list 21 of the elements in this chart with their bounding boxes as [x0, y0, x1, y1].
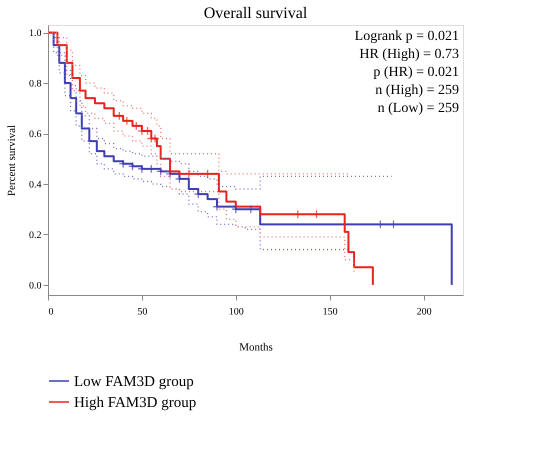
x-tick-label: 0: [48, 306, 54, 318]
y-tick-label: 1.0: [29, 28, 42, 40]
x-axis-title: Months: [239, 342, 273, 354]
annotation: n (High) = 259: [375, 83, 459, 98]
x-tick-label: 200: [416, 306, 432, 318]
legend-label: High FAM3D group: [74, 395, 196, 411]
annotation: Logrank p = 0.021: [354, 29, 459, 44]
y-tick-label: 0.8: [29, 78, 42, 90]
y-tick-label: 0.6: [29, 129, 42, 140]
x-tick-label: 150: [322, 306, 338, 318]
annotation: p (HR) = 0.021: [373, 65, 459, 80]
chart-title: Overall survival: [204, 5, 308, 22]
x-tick-label: 100: [228, 306, 244, 318]
annotation: n (Low) = 259: [378, 101, 459, 116]
y-tick-label: 0.4: [29, 179, 42, 190]
y-axis-title: Percent survival: [6, 124, 18, 196]
y-tick-label: 0.2: [29, 230, 42, 241]
y-tick-label: 0.0: [29, 280, 42, 292]
x-tick-label: 50: [137, 306, 148, 318]
legend-label: Low FAM3D group: [74, 374, 194, 390]
annotation: HR (High) = 0.73: [359, 47, 459, 62]
